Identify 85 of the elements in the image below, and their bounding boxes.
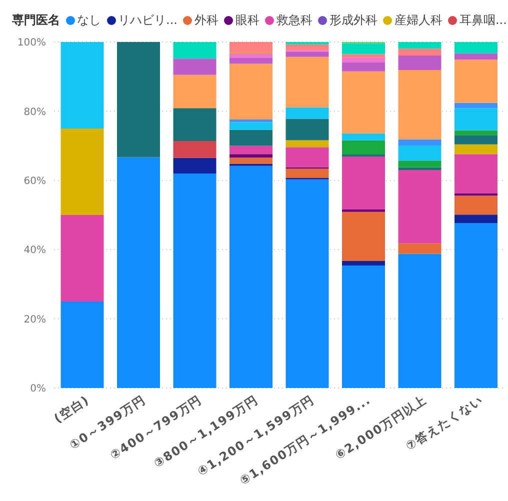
bar [342, 154, 385, 157]
bar [342, 156, 385, 210]
bar [286, 179, 329, 388]
bar [342, 209, 385, 212]
bar [398, 160, 442, 168]
bar [398, 42, 442, 49]
bar [230, 154, 272, 158]
bar [398, 139, 442, 146]
bar [230, 42, 272, 52]
legend-label: 耳鼻咽... [459, 12, 507, 28]
legend-title: 専門医名 [12, 12, 60, 28]
bar [286, 56, 329, 108]
bar [230, 53, 272, 58]
bar [173, 108, 216, 141]
bar [173, 158, 216, 174]
bar [230, 146, 272, 154]
y-tick-label: 20% [24, 314, 46, 326]
bar [454, 144, 498, 154]
bar [454, 214, 498, 223]
bar [454, 102, 498, 108]
legend-label: 救急科 [276, 12, 312, 28]
bar [173, 42, 216, 59]
y-tick-label: 60% [24, 176, 46, 187]
bar [398, 254, 442, 388]
bar [342, 71, 385, 134]
legend-label: リハビリ... [118, 12, 178, 28]
bar [342, 140, 385, 154]
bar [342, 58, 385, 62]
bar [454, 108, 498, 130]
bar [230, 158, 272, 164]
bar [398, 48, 442, 56]
bar [454, 135, 498, 144]
y-tick-label: 0% [30, 384, 46, 395]
y-tick-label: 100% [17, 38, 46, 49]
bar [117, 157, 160, 388]
bar [454, 42, 498, 54]
bar [230, 122, 272, 130]
bar [454, 60, 498, 103]
bar [286, 168, 329, 178]
bar [286, 52, 329, 57]
legend-label: 形成外科 [329, 12, 378, 28]
legend-label: 産婦人科 [394, 12, 442, 28]
bar [342, 62, 385, 72]
legend-label: 眼科 [235, 12, 260, 28]
bar [342, 43, 385, 54]
bar [230, 130, 272, 146]
x-tick-label: (空白) [51, 392, 92, 426]
bar [60, 128, 104, 215]
bar [286, 140, 329, 148]
bar [342, 261, 385, 266]
bar [342, 266, 385, 388]
bar [230, 64, 272, 120]
bar [60, 215, 104, 302]
bar [117, 42, 160, 158]
y-tick-label: 40% [24, 245, 46, 256]
bar [173, 74, 216, 108]
y-tick-label: 80% [24, 106, 46, 118]
bar [398, 243, 442, 254]
bar [173, 58, 216, 75]
bar [60, 42, 104, 128]
bar [454, 53, 498, 60]
bar [60, 302, 104, 388]
bar [454, 222, 498, 388]
bar [342, 212, 385, 262]
bar [286, 107, 329, 119]
bar [286, 147, 329, 168]
legend-label: 外科 [194, 12, 218, 28]
bar [230, 120, 272, 122]
bar [230, 166, 272, 388]
bar [173, 173, 216, 388]
bar [173, 140, 216, 158]
bar [454, 130, 498, 136]
bar [454, 196, 498, 215]
bar [286, 44, 329, 50]
legend-label: なし [77, 12, 101, 28]
bar [398, 167, 442, 170]
bar [454, 154, 498, 194]
bar [286, 118, 329, 140]
bar [342, 133, 385, 140]
bar [342, 54, 385, 58]
bar [398, 145, 442, 161]
bar [230, 58, 272, 64]
bar [398, 70, 442, 140]
bar [398, 55, 442, 70]
bar [398, 170, 442, 244]
